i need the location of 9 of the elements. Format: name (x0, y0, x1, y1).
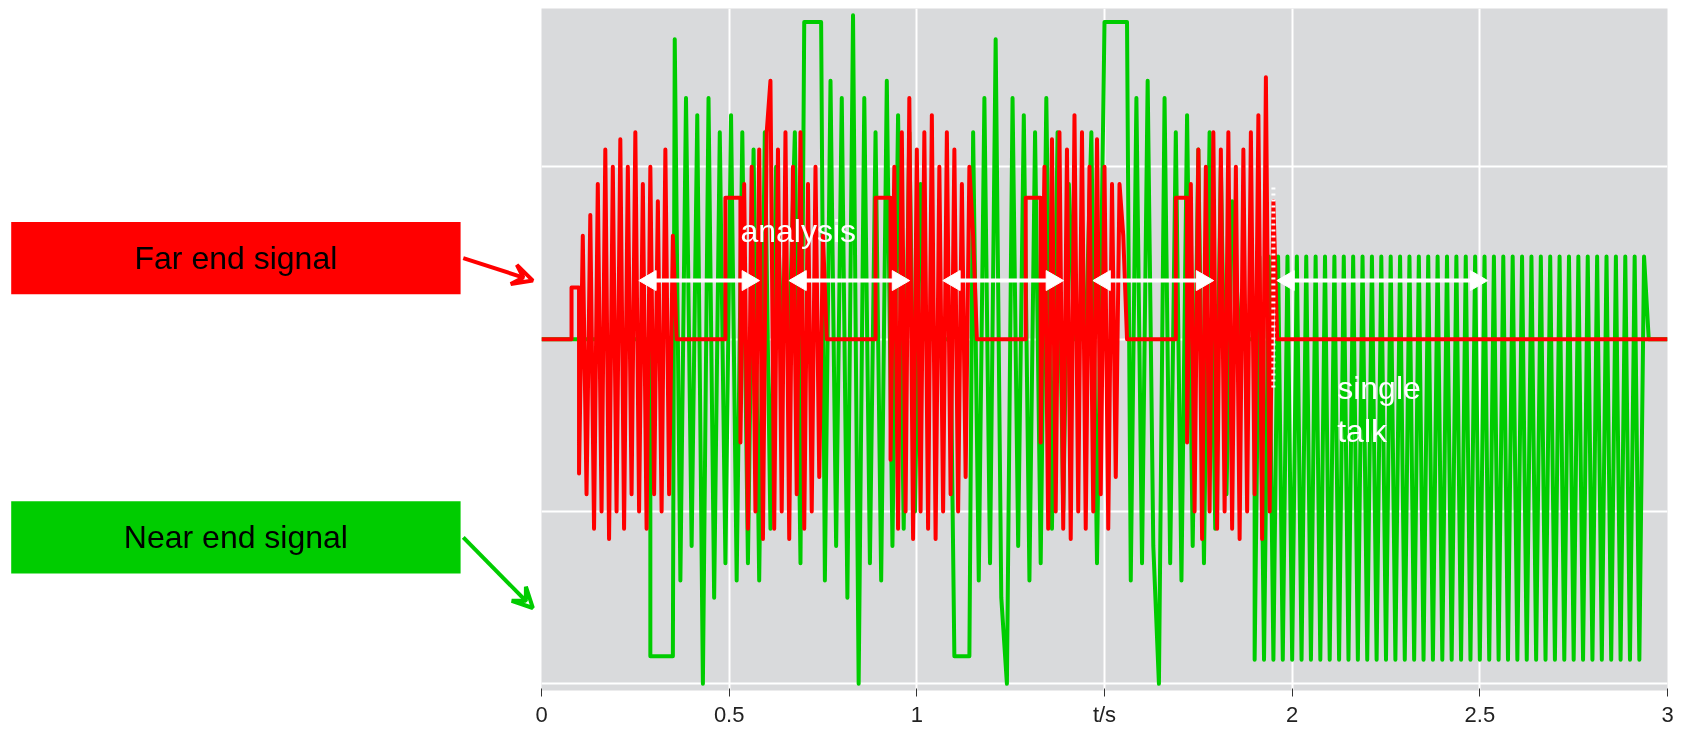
x-tick-label: 0.5 (713, 701, 745, 727)
x-tick-label: 2.5 (1464, 701, 1496, 727)
x-tick-label: t/s (1092, 701, 1117, 727)
x-tick-label: 3 (1661, 701, 1674, 727)
text: Far end signal (134, 240, 338, 277)
text: Near end signal (123, 519, 348, 556)
x-tick-label: 0 (535, 701, 548, 727)
x-tick-label: 2 (1286, 701, 1299, 727)
x-tick-label: 1 (910, 701, 923, 727)
